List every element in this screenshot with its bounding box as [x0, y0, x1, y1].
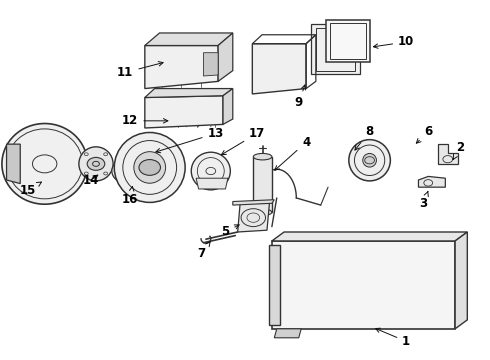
Circle shape [87, 157, 105, 170]
Polygon shape [6, 144, 20, 184]
Polygon shape [311, 24, 360, 74]
Polygon shape [145, 96, 223, 128]
Polygon shape [455, 232, 467, 329]
Text: 1: 1 [376, 328, 410, 348]
Text: 17: 17 [221, 127, 266, 155]
Ellipse shape [253, 209, 272, 216]
Ellipse shape [253, 153, 272, 160]
Text: 13: 13 [156, 127, 224, 153]
Ellipse shape [2, 123, 87, 204]
Text: 9: 9 [294, 85, 305, 109]
Text: 4: 4 [275, 136, 310, 170]
Text: 14: 14 [83, 174, 99, 186]
Polygon shape [272, 241, 455, 329]
Circle shape [139, 159, 160, 175]
Text: 15: 15 [20, 182, 42, 197]
Text: 3: 3 [419, 191, 428, 210]
Text: 6: 6 [416, 125, 432, 143]
Polygon shape [145, 45, 218, 89]
Text: 12: 12 [122, 114, 168, 127]
Text: 10: 10 [373, 35, 415, 49]
Polygon shape [238, 203, 270, 232]
Polygon shape [203, 53, 218, 76]
Ellipse shape [191, 152, 230, 190]
Ellipse shape [349, 140, 391, 181]
Polygon shape [326, 21, 369, 62]
Text: 11: 11 [117, 62, 163, 79]
Polygon shape [272, 232, 467, 241]
Polygon shape [274, 329, 301, 338]
Text: 2: 2 [453, 141, 464, 159]
Ellipse shape [134, 152, 166, 183]
Ellipse shape [114, 132, 185, 202]
Text: 7: 7 [197, 242, 210, 260]
Text: 5: 5 [221, 225, 239, 238]
Polygon shape [196, 178, 228, 189]
Polygon shape [218, 33, 233, 81]
Polygon shape [145, 89, 233, 98]
Text: 8: 8 [355, 125, 374, 150]
Text: 16: 16 [122, 186, 138, 206]
Ellipse shape [79, 147, 113, 181]
Ellipse shape [363, 153, 376, 167]
Bar [270, 244, 280, 325]
Bar [253, 157, 272, 212]
Polygon shape [145, 33, 233, 45]
Polygon shape [223, 89, 233, 125]
Polygon shape [438, 144, 458, 164]
Polygon shape [418, 176, 445, 187]
Ellipse shape [112, 158, 148, 184]
Polygon shape [233, 200, 274, 205]
Polygon shape [252, 44, 306, 94]
